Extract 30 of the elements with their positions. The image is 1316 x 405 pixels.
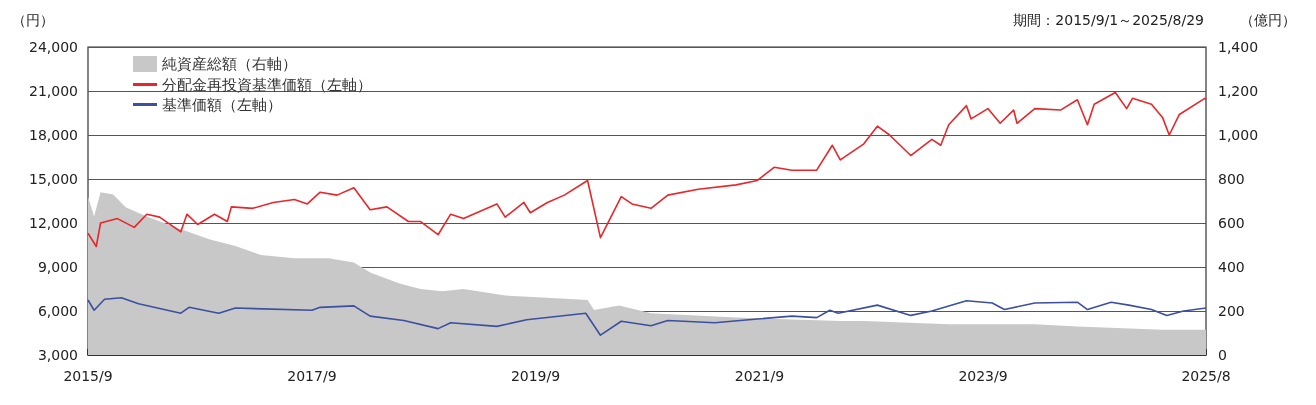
y-tick-label: 9,000 [37,259,78,275]
y-tick-label: 15,000 [29,171,78,187]
y-tick-label: 12,000 [29,215,78,231]
y-tick-label: 21,000 [29,83,78,99]
x-tick-label: 2025/8 [1181,368,1231,384]
y-tick-label: 3,000 [37,347,78,363]
y2-tick-label: 400 [1218,259,1245,275]
y2-axis-title: （億円） [1240,12,1296,30]
legend-label: 分配金再投資基準価額（左軸） [162,75,372,94]
y-tick-label: 24,000 [29,39,78,55]
y2-tick-label: 1,000 [1218,127,1259,143]
line-series [87,91,1207,248]
line-series [87,297,1207,336]
y-axis-title: （円） [12,12,54,30]
x-tick-label: 2019/9 [510,368,561,384]
y2-tick-label: 600 [1218,215,1245,231]
y-tick-label: 6,000 [37,303,78,319]
legend-label: 純資産総額（右軸） [162,55,297,73]
y2-tick-label: 1,200 [1218,83,1259,99]
y2-tick-label: 200 [1218,303,1245,319]
y2-tick-label: 0 [1218,347,1227,363]
y-tick-label: 18,000 [29,127,78,143]
x-tick-label: 2023/9 [958,368,1008,384]
x-tick-label: 2017/9 [287,368,337,384]
x-tick-label: 2021/9 [734,368,785,384]
text: 期間：2015/9/1～2025/8/29 [1013,12,1204,30]
y2-tick-label: 800 [1218,171,1245,187]
y2-tick-label: 1,400 [1218,39,1259,55]
legend-label: 基準価額（左軸） [162,95,282,114]
x-tick-label: 2015/9 [63,368,113,384]
